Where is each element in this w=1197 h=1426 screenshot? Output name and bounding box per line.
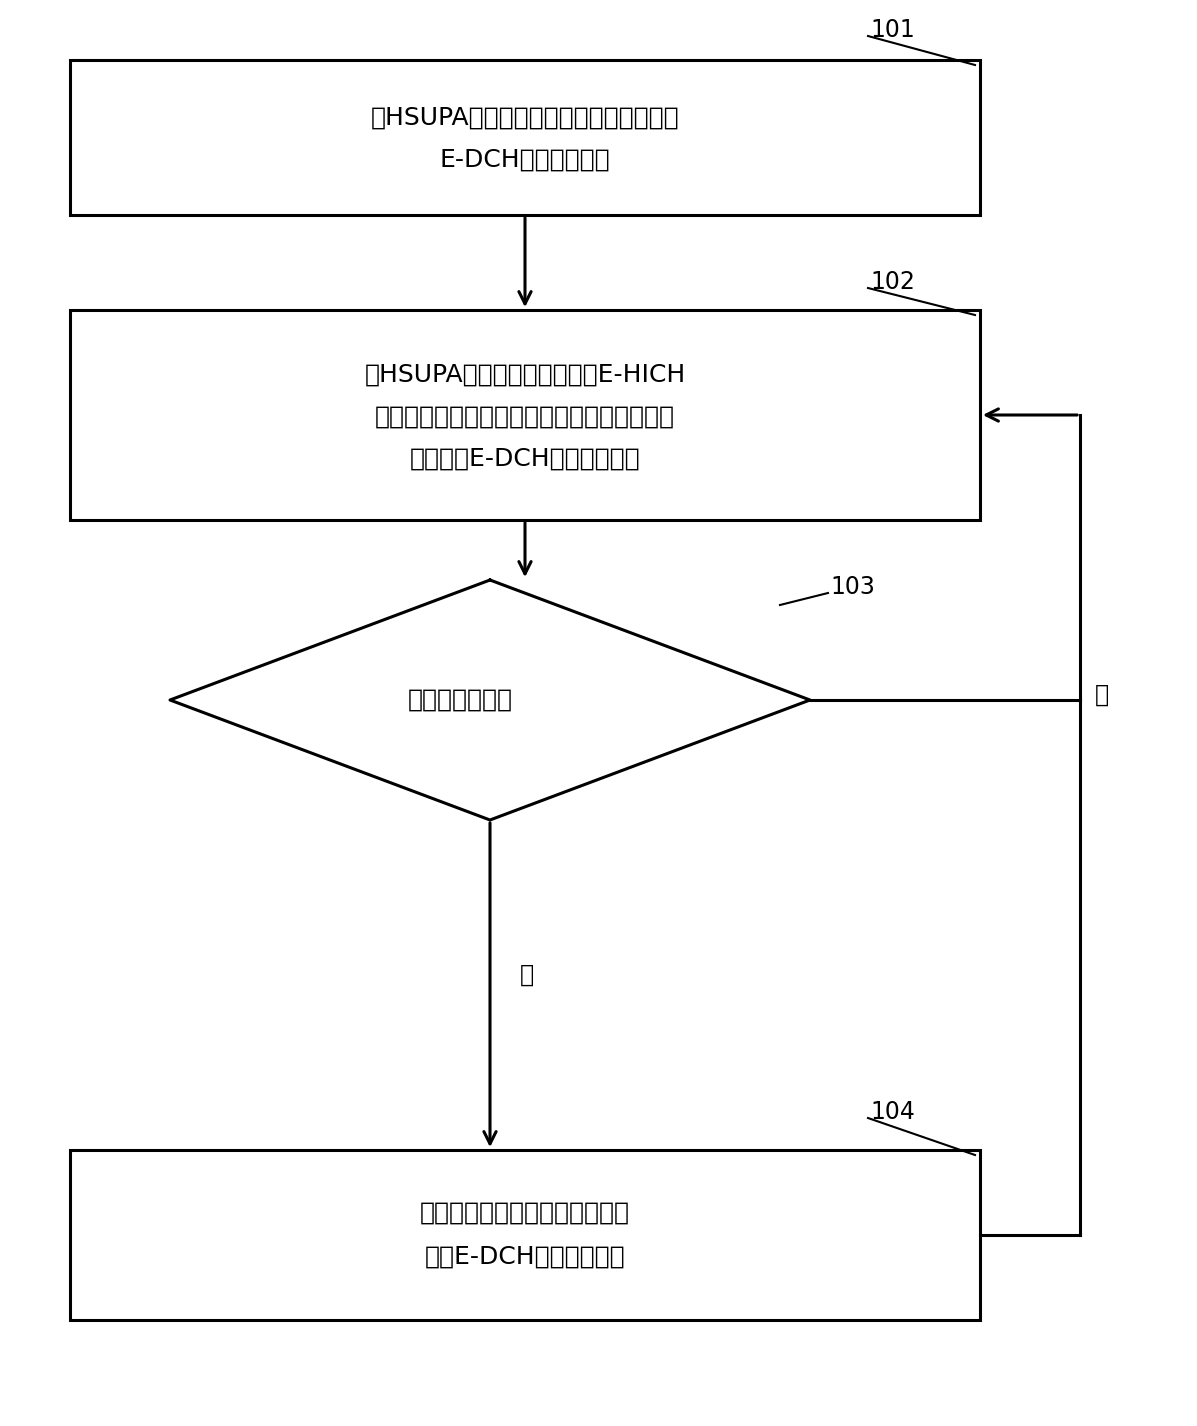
- Text: 接收到的确认指示进行统计，并根据统计结果: 接收到的确认指示进行统计，并根据统计结果: [375, 405, 675, 429]
- Bar: [69, 1149, 980, 1320]
- Text: E-DCH的传输块大小: E-DCH的传输块大小: [439, 147, 610, 171]
- Text: 103: 103: [830, 575, 875, 599]
- Text: 授权资源改变？: 授权资源改变？: [407, 687, 512, 712]
- Text: 101: 101: [870, 19, 915, 41]
- Text: 102: 102: [870, 270, 915, 294]
- Text: 否: 否: [1095, 683, 1110, 707]
- Bar: [69, 60, 980, 215]
- Polygon shape: [170, 580, 810, 820]
- Text: 根据改变后的授权资源重新确定: 根据改变后的授权资源重新确定: [420, 1201, 630, 1225]
- Text: 在HSUPA业务建立时，根据授权资源确定: 在HSUPA业务建立时，根据授权资源确定: [371, 106, 680, 130]
- Bar: [69, 309, 980, 520]
- Text: 是: 是: [519, 963, 534, 987]
- Text: 104: 104: [870, 1099, 915, 1124]
- Text: 在HSUPA业务进行过程中，对E-HICH: 在HSUPA业务进行过程中，对E-HICH: [364, 364, 686, 386]
- Text: 调整所述E-DCH的传输块大小: 调整所述E-DCH的传输块大小: [409, 446, 640, 471]
- Text: 所述E-DCH的传输块大小: 所述E-DCH的传输块大小: [425, 1245, 625, 1269]
